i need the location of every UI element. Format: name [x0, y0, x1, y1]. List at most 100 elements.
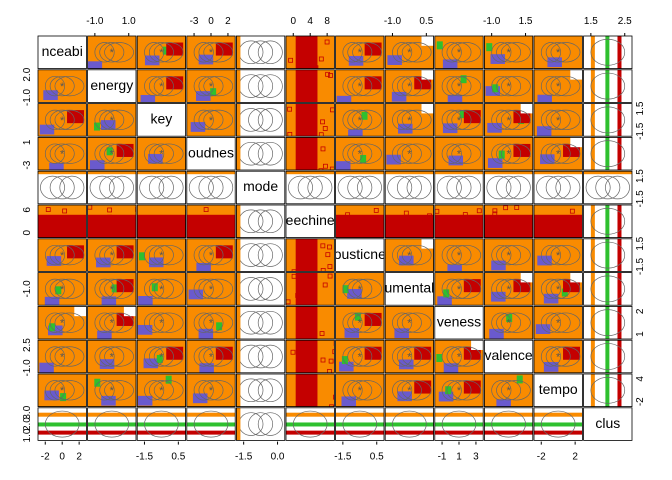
stripe — [590, 238, 595, 272]
star: * — [556, 115, 561, 127]
ellipse — [401, 380, 432, 401]
square — [476, 208, 482, 214]
blue — [335, 161, 351, 170]
square — [415, 227, 421, 233]
star: * — [159, 149, 164, 161]
ellipse — [99, 42, 125, 63]
ellipse — [99, 312, 125, 333]
panel: * — [87, 340, 136, 373]
red — [295, 340, 318, 373]
ellipse — [248, 141, 274, 166]
ellipse — [248, 108, 274, 132]
panel-border — [186, 272, 236, 306]
ellipse — [307, 175, 333, 200]
y-tick-label: 1.0 — [22, 428, 33, 442]
panel-border — [583, 305, 633, 340]
ellipse — [446, 244, 472, 266]
square — [305, 74, 311, 80]
star: * — [60, 318, 65, 330]
panel-border — [434, 407, 484, 441]
ellipse — [193, 312, 214, 333]
ellipse — [347, 346, 373, 367]
star: * — [506, 115, 511, 127]
ellipse — [109, 175, 134, 200]
y-tick-label: 2.0 — [22, 67, 33, 81]
square — [351, 233, 357, 238]
panel-border — [384, 170, 435, 205]
panel — [186, 410, 236, 438]
panel-border — [434, 373, 484, 407]
square — [327, 264, 333, 269]
panel: * — [137, 238, 186, 272]
green — [443, 289, 450, 298]
square — [410, 219, 416, 224]
ellipse — [40, 175, 65, 200]
stripe — [434, 422, 484, 427]
panel: * — [484, 238, 533, 272]
x-tick-label: 8 — [324, 16, 330, 27]
ellipse — [153, 380, 184, 401]
panel-border — [583, 103, 633, 137]
panel-border — [335, 136, 385, 171]
ellipse — [396, 175, 422, 200]
y-tick-label: 1.5 — [635, 101, 646, 115]
x-tick-label: 1.5 — [519, 16, 533, 27]
square — [107, 214, 113, 220]
ellipse — [540, 244, 561, 266]
panel: umental — [385, 280, 433, 296]
y-tick-label: -1.0 — [22, 280, 33, 298]
ellipse — [44, 143, 65, 164]
panel-border — [434, 170, 484, 205]
ellipse — [99, 244, 125, 266]
star: * — [209, 47, 214, 59]
ellipse — [193, 346, 214, 367]
square — [318, 56, 324, 62]
white — [74, 306, 87, 317]
ellipse — [500, 75, 531, 97]
fill — [534, 238, 583, 272]
ellipse — [99, 346, 125, 367]
blue — [437, 296, 452, 306]
square — [427, 222, 432, 228]
blue — [387, 55, 402, 65]
stripe — [590, 69, 595, 103]
panel — [236, 69, 283, 103]
y-tick-label: -1.0 — [22, 88, 33, 106]
blue — [540, 154, 555, 165]
ellipse — [392, 75, 413, 97]
green — [60, 393, 67, 402]
white — [471, 340, 484, 350]
ellipse — [352, 109, 382, 131]
ellipse — [392, 42, 413, 63]
ellipse — [94, 380, 115, 401]
ellipse — [491, 244, 512, 266]
ellipse — [104, 312, 134, 333]
ellipse — [153, 346, 184, 367]
green — [354, 312, 361, 321]
stripe — [434, 430, 484, 435]
ellipse — [441, 75, 462, 97]
panel-border — [384, 238, 435, 272]
panel-border — [136, 238, 186, 272]
star: * — [159, 351, 164, 363]
stripe — [605, 238, 610, 272]
panel — [434, 171, 484, 200]
panel — [286, 374, 335, 407]
x-tick-label: 0 — [59, 452, 65, 463]
stripe — [590, 103, 595, 137]
square — [328, 358, 334, 364]
panel — [137, 205, 186, 238]
stripe — [605, 36, 610, 69]
blue — [447, 94, 463, 103]
square — [325, 252, 331, 258]
ellipse — [496, 42, 522, 63]
variable-label: valence — [484, 347, 532, 363]
panel — [590, 238, 626, 272]
square — [320, 357, 326, 363]
ellipse — [94, 42, 115, 63]
ellipse — [94, 244, 115, 266]
panel-border — [285, 305, 335, 340]
variable-label: nceabi — [42, 43, 83, 59]
x-tick-label: -2 — [537, 452, 546, 463]
variable-label: ousticne — [334, 246, 386, 262]
